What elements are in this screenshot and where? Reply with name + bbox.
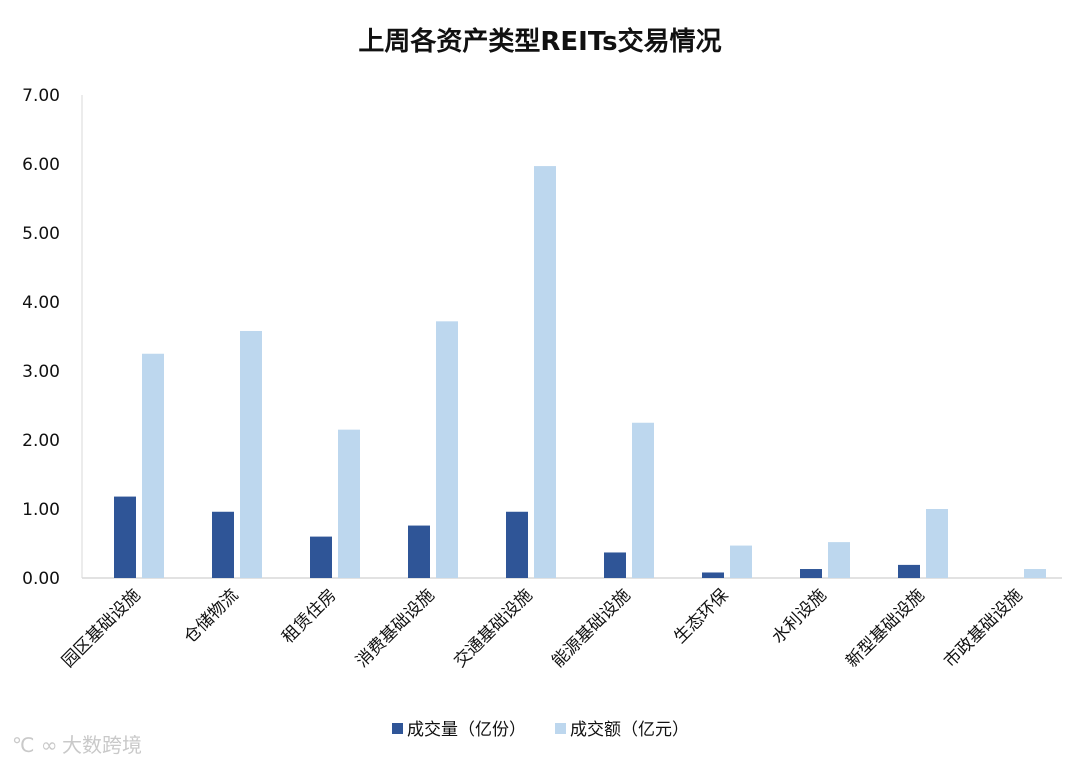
bar-volume	[506, 511, 528, 578]
category-label: 消费基础设施	[352, 585, 438, 671]
bar-volume	[212, 511, 234, 578]
y-tick-label: 4.00	[22, 293, 60, 313]
bar-volume	[310, 536, 332, 578]
y-tick-label: 5.00	[22, 224, 60, 244]
watermark: ℃ ∞ 大数跨境	[12, 733, 142, 757]
category-label: 能源基础设施	[548, 585, 634, 671]
category-label: 仓储物流	[180, 585, 242, 647]
category-label: 园区基础设施	[58, 585, 144, 671]
bar-amount	[436, 321, 458, 578]
bar-amount	[1024, 569, 1046, 578]
chart-title: 上周各资产类型REITs交易情况	[358, 26, 721, 57]
category-label: 租赁住房	[278, 585, 340, 647]
bar-volume	[898, 564, 920, 578]
bar-volume	[114, 496, 136, 578]
watermark-logo-icon: ℃ ∞	[12, 733, 57, 757]
y-axis: 0.00 1.00 2.00 3.00 4.00 5.00 6.00 7.00	[22, 86, 83, 589]
bar-amount	[632, 422, 654, 578]
y-tick-label: 2.00	[22, 431, 60, 451]
y-tick-label: 3.00	[22, 362, 60, 382]
category-label: 市政基础设施	[940, 585, 1026, 671]
bar-volume	[604, 552, 626, 578]
legend-label: 成交额（亿元）	[570, 720, 689, 740]
legend-label: 成交量（亿份）	[407, 720, 526, 740]
bar-amount	[240, 330, 262, 578]
category-label: 水利设施	[768, 585, 830, 647]
bar-amount	[828, 542, 850, 578]
bar-volume	[702, 572, 724, 578]
y-tick-label: 6.00	[22, 155, 60, 175]
category-label: 生态环保	[670, 585, 732, 647]
category-label: 新型基础设施	[842, 585, 928, 671]
bars	[114, 166, 1046, 578]
bar-amount	[730, 545, 752, 578]
bar-amount	[338, 429, 360, 578]
legend-swatch	[392, 723, 403, 734]
legend: 成交量（亿份） 成交额（亿元）	[392, 720, 689, 740]
legend-swatch	[555, 723, 566, 734]
category-labels: 园区基础设施 仓储物流 租赁住房 消费基础设施 交通基础设施 能源基础设施 生态环保 水利设施…	[58, 585, 1026, 671]
y-tick-label: 1.00	[22, 500, 60, 520]
bar-volume	[408, 525, 430, 578]
y-tick-label: 7.00	[22, 86, 60, 106]
bar-amount	[534, 166, 556, 578]
y-tick-label: 0.00	[22, 569, 60, 589]
bar-volume	[800, 569, 822, 578]
category-label: 交通基础设施	[450, 585, 536, 671]
bar-amount	[926, 509, 948, 578]
watermark-text: 大数跨境	[62, 733, 142, 757]
bar-amount	[142, 353, 164, 578]
